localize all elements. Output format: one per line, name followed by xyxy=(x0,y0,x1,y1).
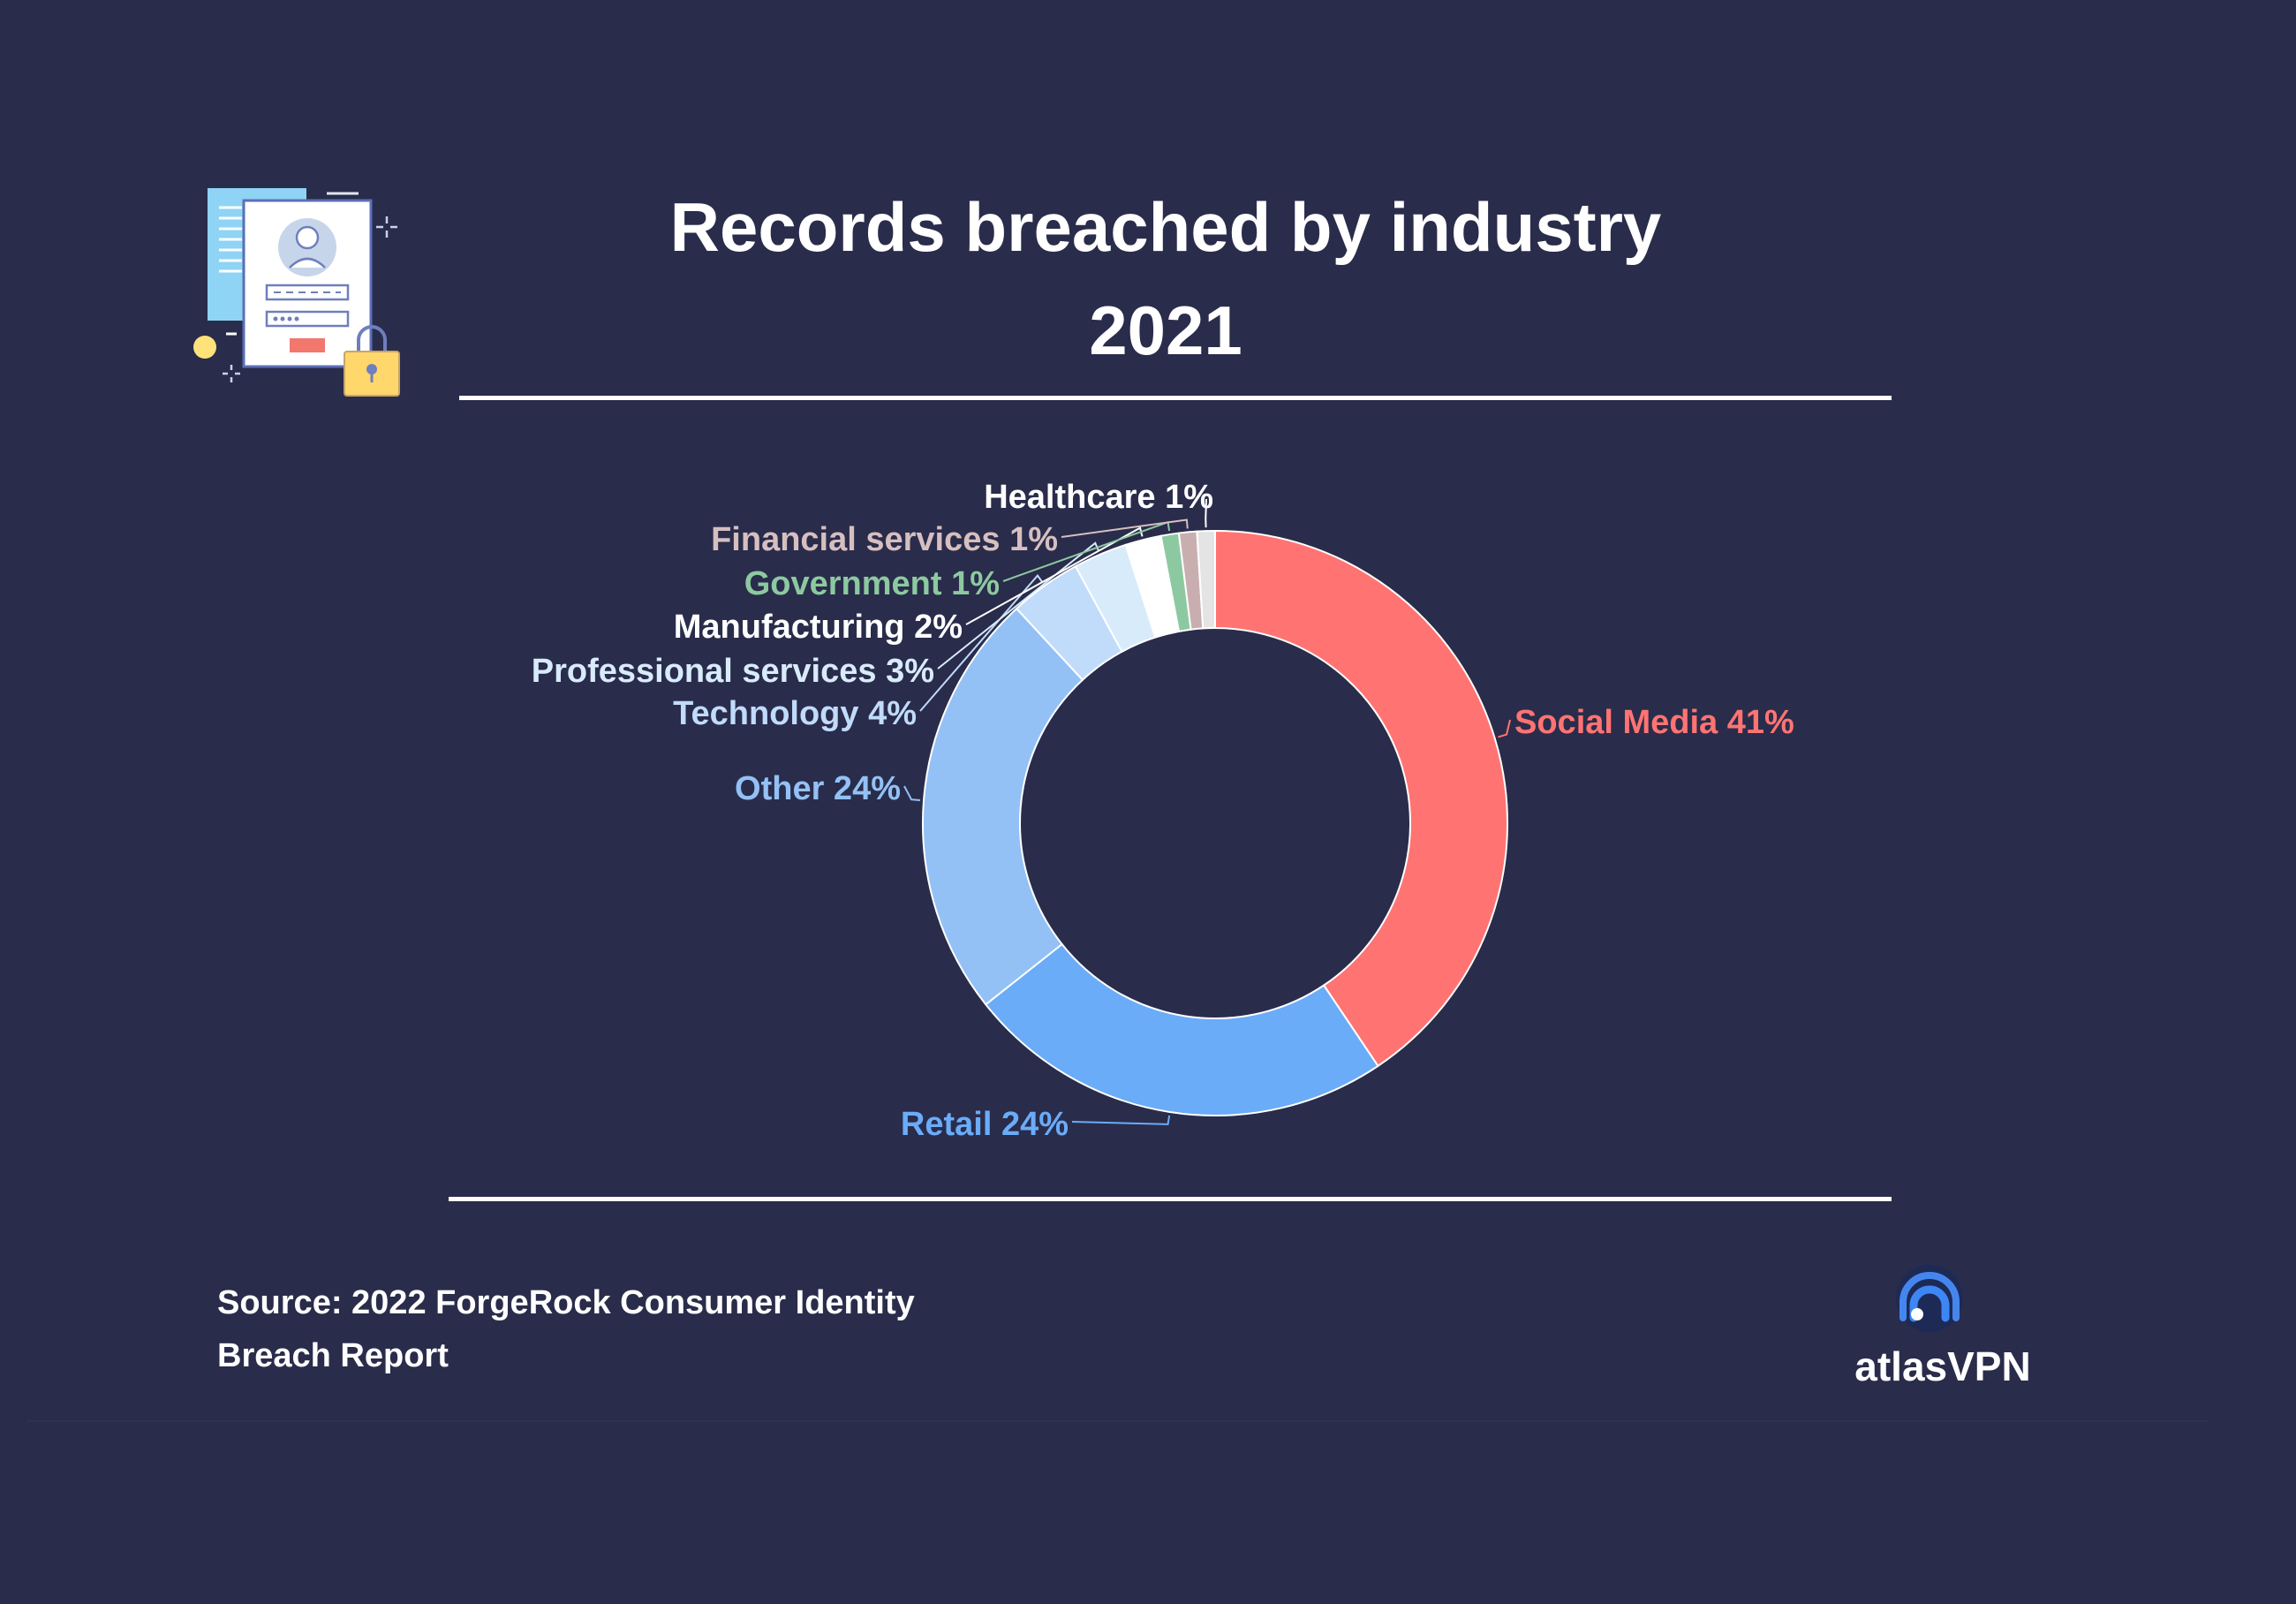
chart-title: Records breached by industry xyxy=(669,188,1662,266)
atlasvpn-logo-icon xyxy=(1896,1265,1963,1332)
slice-healthcare xyxy=(1196,529,1216,630)
slice-other xyxy=(922,607,1084,1006)
data-label-technology: Technology 4% xyxy=(673,695,917,732)
labels-layer: Social Media 41% Retail 24% Other 24% Techn… xyxy=(532,479,1794,1143)
leader-line-other xyxy=(903,785,921,801)
slice-social-media xyxy=(1214,529,1508,1068)
source-line-2: Breach Report xyxy=(217,1337,449,1374)
leader-line-social-media xyxy=(1498,719,1511,738)
bottom-divider xyxy=(449,1197,1892,1201)
data-label-healthcare: Healthcare 1% xyxy=(984,479,1213,516)
identity-document-lock-icon xyxy=(193,188,400,397)
data-label-other: Other 24% xyxy=(735,770,901,807)
data-label-professional-services: Professional services 3% xyxy=(532,653,934,690)
data-label-financial-services: Financial services 1% xyxy=(711,521,1058,558)
leader-line-manufacturing xyxy=(965,526,1144,625)
slices-layer xyxy=(922,529,1508,1116)
top-divider xyxy=(459,396,1892,400)
leader-line-professional-services xyxy=(937,541,1100,670)
data-label-social-media: Social Media 41% xyxy=(1514,704,1794,741)
leader-line-financial-services xyxy=(1061,518,1189,538)
data-label-manufacturing: Manufacturing 2% xyxy=(674,609,963,646)
data-label-government: Government 1% xyxy=(744,565,1000,602)
source-line-1: Source: 2022 ForgeRock Consumer Identity xyxy=(217,1284,915,1321)
leader-line-technology xyxy=(919,574,1044,712)
data-label-retail: Retail 24% xyxy=(901,1106,1069,1143)
brand-name: atlasVPN xyxy=(1854,1343,2031,1389)
footer-rule xyxy=(26,1420,2208,1422)
leaders-layer xyxy=(903,498,1511,1125)
slice-retail xyxy=(984,942,1379,1116)
leader-line-retail xyxy=(1071,1115,1171,1125)
leader-line-healthcare xyxy=(1205,498,1207,528)
chart-subtitle-year: 2021 xyxy=(1089,291,1242,369)
source-note: Source: 2022 ForgeRock Consumer Identity… xyxy=(217,1276,1012,1382)
